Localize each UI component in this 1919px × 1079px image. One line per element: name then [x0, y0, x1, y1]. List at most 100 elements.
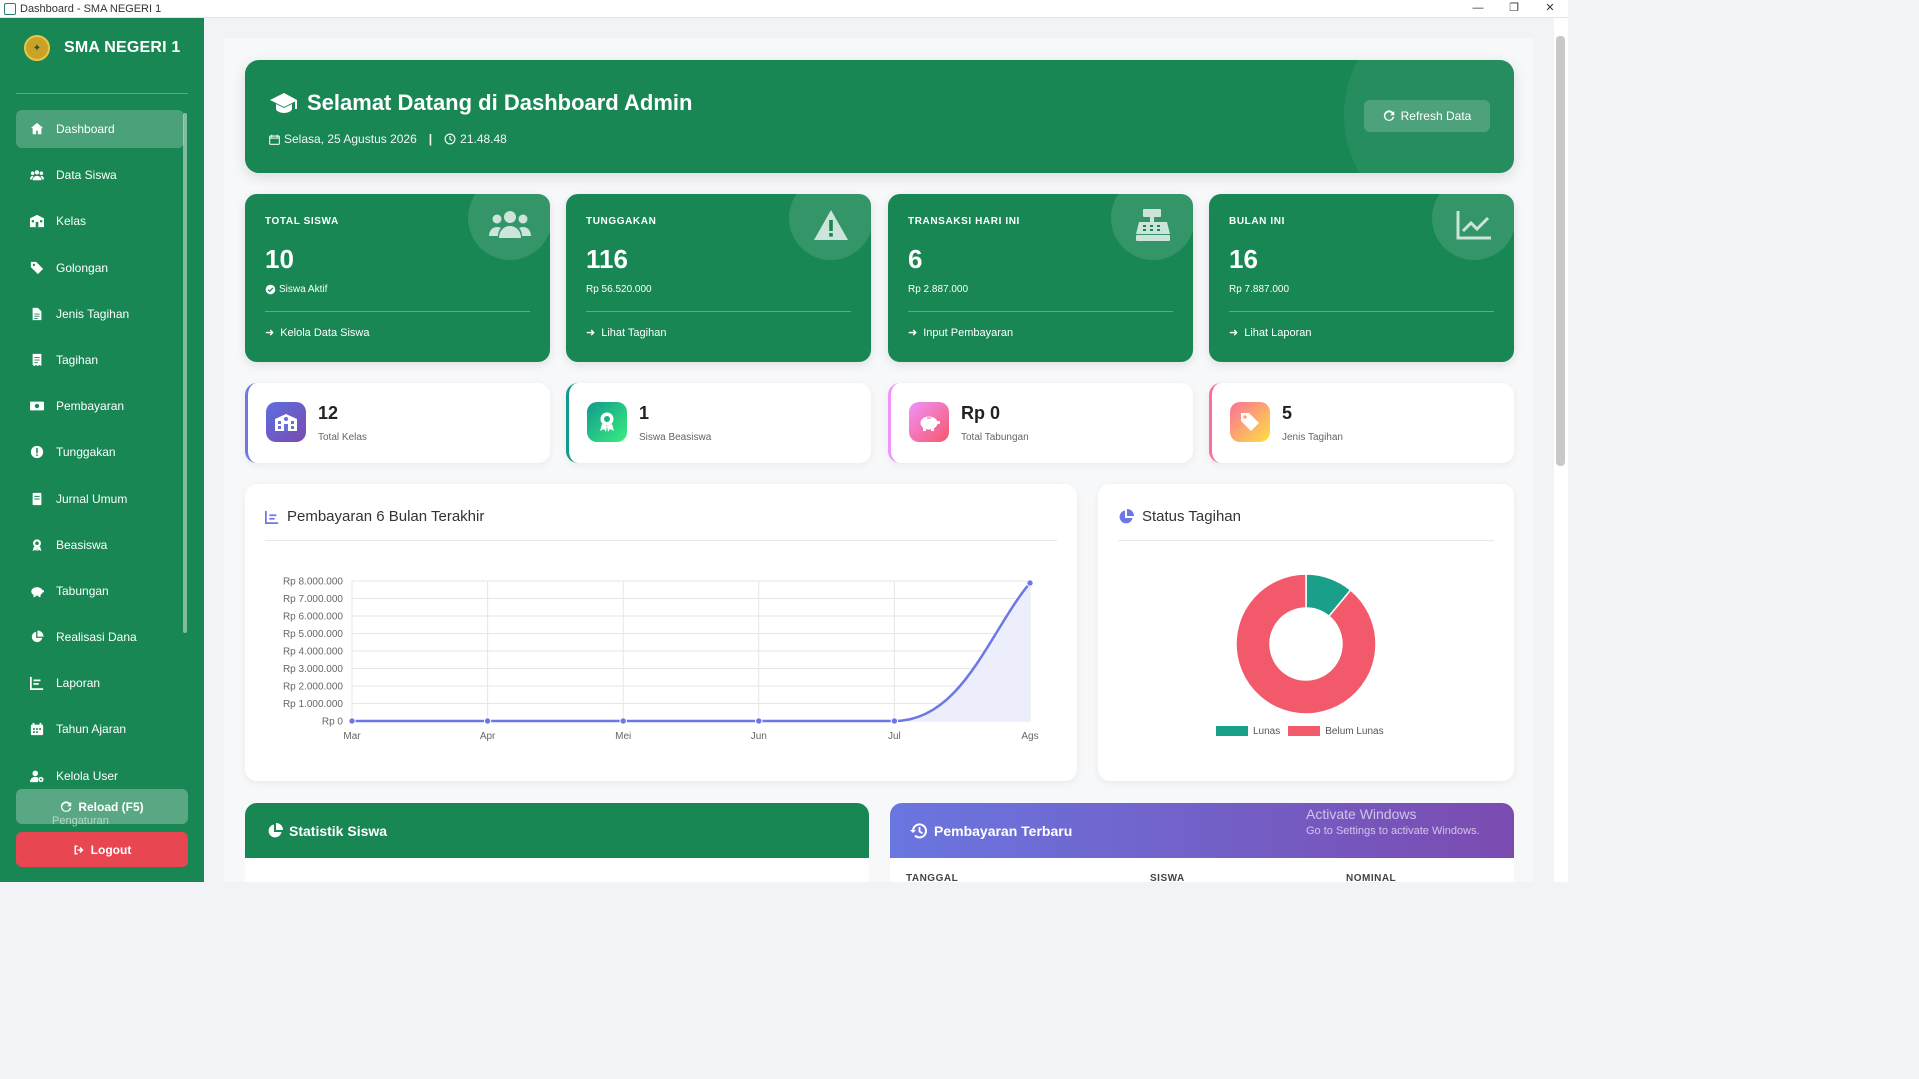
refresh-data-button[interactable]: Refresh Data — [1364, 100, 1490, 132]
clock-icon — [444, 133, 456, 145]
stat-label: BULAN INI — [1229, 216, 1285, 227]
data-point — [348, 717, 356, 725]
column-header-nominal[interactable]: NOMINAL — [1346, 873, 1397, 884]
stat-label: TOTAL SISWA — [265, 216, 339, 227]
school-icon — [30, 214, 44, 228]
school-logo-icon: ✦ — [24, 35, 50, 61]
card-divider — [1118, 540, 1494, 541]
legend-item-lunas[interactable]: Lunas — [1216, 726, 1280, 737]
x-tick-label: Mar — [343, 731, 361, 742]
bar-chart-icon — [265, 510, 279, 524]
minimize-button[interactable]: — — [1472, 2, 1484, 14]
sidebar-item-label: Golongan — [56, 260, 109, 275]
link-label: Lihat Laporan — [1244, 326, 1312, 339]
sidebar-item-dashboard[interactable]: Dashboard — [16, 110, 184, 148]
sidebar-item-kelas[interactable]: Kelas — [16, 202, 184, 240]
link-lihat-tagihan[interactable]: ➜ Lihat Tagihan — [586, 326, 666, 340]
doughnut-legend: Lunas Belum Lunas — [1216, 726, 1384, 737]
stat-value: 6 — [908, 244, 923, 274]
sidebar-item-data-siswa[interactable]: Data Siswa — [16, 156, 184, 194]
sidebar-item-beasiswa[interactable]: Beasiswa — [16, 526, 184, 564]
data-point — [755, 717, 763, 725]
stat-subtext: Siswa Aktif — [265, 284, 327, 295]
piggy-icon — [920, 416, 940, 431]
sidebar-item-jenis-tagihan[interactable]: Jenis Tagihan — [16, 295, 184, 333]
sidebar-item-label: Jurnal Umum — [56, 491, 128, 506]
sidebar-item-label: Dashboard — [56, 122, 115, 136]
sidebar-item-realisasi-dana[interactable]: Realisasi Dana — [16, 618, 184, 656]
link-kelola-data-siswa[interactable]: ➜ Kelola Data Siswa — [265, 326, 370, 340]
sidebar-item-golongan[interactable]: Golongan — [16, 249, 184, 287]
refresh-icon — [61, 800, 72, 812]
sidebar-item-tahun-ajaran[interactable]: Tahun Ajaran — [16, 710, 184, 748]
stat-card-bulan-ini: BULAN INI 16 Rp 7.887.000 ➜ Lihat Lapora… — [1209, 194, 1514, 362]
sidebar-item-label: Tagihan — [56, 352, 99, 367]
history-icon — [910, 822, 927, 838]
sidebar-item-kelola-user[interactable]: Kelola User — [16, 757, 184, 795]
window-titlebar: Dashboard - SMA NEGERI 1 — ❐ ✕ — [0, 0, 1568, 18]
link-label: Input Pembayaran — [923, 326, 1014, 339]
users-icon — [30, 168, 44, 182]
sidebar-scrollbar[interactable] — [183, 113, 187, 633]
activate-windows-watermark: Activate Windows Go to Settings to activ… — [1306, 806, 1480, 840]
award-icon — [600, 412, 614, 432]
stat-divider — [586, 311, 851, 312]
arrow-right-icon: ➜ — [1229, 327, 1239, 339]
sidebar-item-laporan[interactable]: Laporan — [16, 664, 184, 702]
y-tick-label: Rp 0 — [322, 717, 344, 728]
arrow-right-icon: ➜ — [586, 327, 596, 339]
pembayaran-terbaru-title: Pembayaran Terbaru — [934, 822, 1073, 839]
link-lihat-laporan[interactable]: ➜ Lihat Laporan — [1229, 326, 1312, 340]
column-header-tanggal[interactable]: TANGGAL — [906, 873, 959, 884]
sidebar-item-label: Pembayaran — [56, 399, 125, 414]
mini-value: 12 — [318, 403, 339, 423]
page-scrollbar-thumb[interactable] — [1556, 36, 1565, 466]
close-button[interactable]: ✕ — [1545, 2, 1555, 14]
x-tick-label: Ags — [1021, 731, 1038, 742]
watermark-subtitle: Go to Settings to activate Windows. — [1306, 825, 1480, 837]
sidebar-item-pengaturan[interactable]: Pengaturan — [52, 815, 109, 827]
sidebar-item-pembayaran[interactable]: Pembayaran — [16, 387, 184, 425]
sidebar-item-tagihan[interactable]: Tagihan — [16, 341, 184, 379]
window-title-group: Dashboard - SMA NEGERI 1 — [4, 2, 161, 15]
stat-subtext: Rp 7.887.000 — [1229, 284, 1290, 295]
x-tick-label: Apr — [480, 731, 496, 742]
tag-icon — [30, 261, 44, 275]
column-header-siswa[interactable]: SISWA — [1150, 873, 1185, 884]
stat-card-tunggakan: TUNGGAKAN 116 Rp 56.520.000 ➜ Lihat Tagi… — [566, 194, 871, 362]
mini-label: Total Kelas — [318, 432, 367, 443]
sidebar-item-label: Kelas — [56, 214, 87, 229]
legend-item-belum-lunas[interactable]: Belum Lunas — [1288, 726, 1384, 737]
mini-value: 5 — [1282, 403, 1293, 423]
logout-button[interactable]: Logout — [16, 832, 188, 867]
tags-icon — [1241, 413, 1259, 431]
doughnut-slice-belum-lunas[interactable] — [1235, 573, 1377, 715]
current-time: 21.48.48 — [460, 132, 507, 146]
window-controls: — ❐ ✕ — [1460, 0, 1568, 18]
sidebar-item-tunggakan[interactable]: Tunggakan — [16, 433, 184, 471]
reload-button[interactable]: Reload (F5) — [16, 789, 188, 824]
stat-value: 116 — [586, 244, 628, 274]
sidebar-item-jurnal-umum[interactable]: Jurnal Umum — [16, 480, 184, 518]
link-label: Kelola Data Siswa — [280, 326, 370, 339]
mini-value: Rp 0 — [961, 403, 1001, 423]
link-input-pembayaran[interactable]: ➜ Input Pembayaran — [908, 326, 1014, 340]
sidebar-item-label: Tunggakan — [56, 445, 116, 460]
legend-label: Belum Lunas — [1325, 726, 1384, 737]
legend-label: Lunas — [1253, 726, 1281, 737]
payments-chart-title: Pembayaran 6 Bulan Terakhir — [287, 508, 485, 525]
y-tick-label: Rp 5.000.000 — [283, 629, 343, 640]
y-tick-label: Rp 8.000.000 — [283, 577, 343, 588]
alert-icon — [30, 445, 44, 459]
file-icon — [30, 307, 44, 321]
sidebar-item-tabungan[interactable]: Tabungan — [16, 572, 184, 610]
sidebar-nav: Dashboard Data Siswa Kelas Golongan Jenis Ta… — [16, 110, 184, 803]
statistik-siswa-header: Statistik Siswa — [245, 803, 869, 858]
stat-value: 16 — [1229, 244, 1258, 274]
award-icon — [30, 538, 44, 552]
piggy-icon — [30, 584, 44, 598]
stat-subtext: Rp 56.520.000 — [586, 284, 652, 295]
restore-button[interactable]: ❐ — [1509, 2, 1519, 14]
data-point — [619, 717, 627, 725]
watermark-title: Activate Windows — [1306, 806, 1417, 822]
